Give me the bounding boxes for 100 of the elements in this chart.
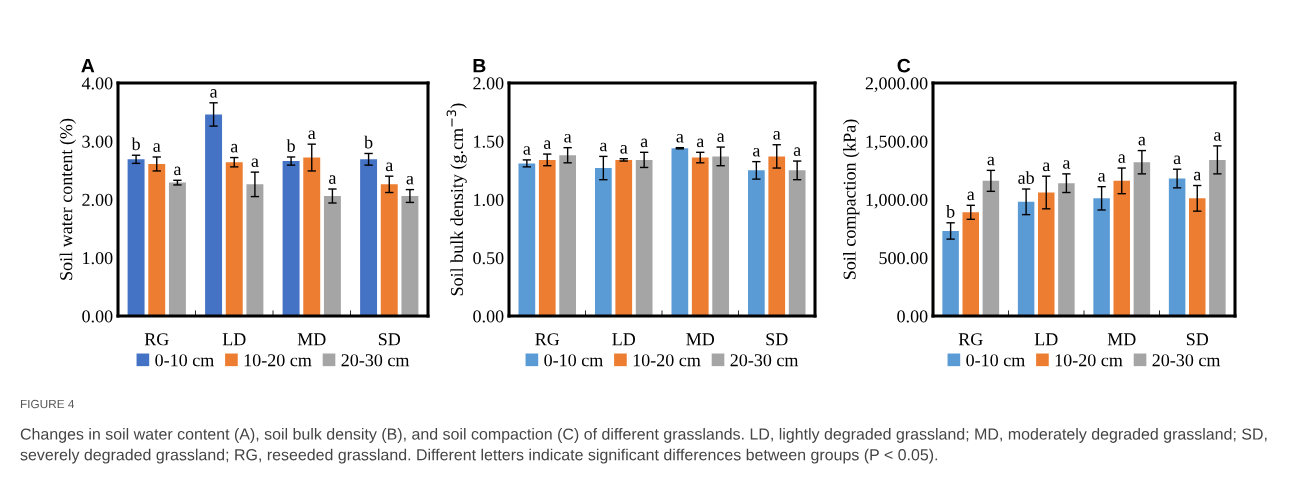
annotation: a [1214, 132, 1222, 141]
x-tick-label: LD [1034, 333, 1058, 346]
x-tick-label: LD [222, 333, 246, 346]
legend-label: 10-20 cm [244, 354, 312, 367]
y-tick-label: 1,500.00 [866, 135, 928, 151]
y-tick-label: 2,000.00 [865, 77, 928, 93]
annotation: a [987, 156, 995, 166]
text: Changes in soil water content (A), soil bulk density (B), and soil compaction (C) of different grasslands. LD, lightly degraded grassland; MD, moderately degraded grassland; SD, severely degraded grassland; RG, reseeded grassland. Different letters indicate significant differences between groups (P < 0.05). [20, 428, 1267, 464]
bar [127, 159, 145, 316]
x-tick-label: RG [958, 333, 983, 346]
bar [246, 184, 264, 316]
annotation: a [543, 140, 552, 150]
y-tick-label: 3.00 [82, 135, 113, 148]
annotation: a [1098, 172, 1106, 182]
bar [691, 157, 709, 316]
annotation: a [793, 147, 801, 156]
bar [1038, 192, 1055, 316]
legend-label: 20-30 cm [341, 354, 410, 367]
y-tick-label: 2.00 [82, 193, 113, 207]
x-tick-label: SD [378, 333, 401, 346]
bar [635, 159, 653, 316]
annotation: a [640, 138, 648, 148]
y-axis-title: Soil compaction (kPa) [843, 119, 860, 280]
bar [148, 163, 166, 316]
bar [205, 114, 223, 316]
annotation: a [329, 175, 337, 184]
bar [768, 156, 786, 316]
bar [518, 163, 536, 316]
bar [559, 155, 577, 316]
legend-label: 10-20 cm [1055, 354, 1123, 367]
x-tick-label: RG [144, 333, 169, 346]
annotation: a [523, 146, 531, 155]
bar [1093, 198, 1110, 316]
bar [942, 230, 959, 316]
y-tick-label: 0.00 [897, 310, 928, 323]
y-tick-label: 500.00 [879, 252, 928, 265]
bar [323, 196, 341, 316]
annotation: b [286, 139, 295, 152]
y-tick-label: 0.00 [82, 310, 113, 323]
y-axis-title: Soil bulk density (g.cm$^{−3}$) [446, 103, 467, 296]
bar [1017, 201, 1035, 316]
annotation: a [153, 143, 161, 152]
annotation: a [752, 147, 761, 157]
annotation: a [1173, 155, 1181, 165]
annotation: a [1138, 136, 1146, 146]
legend-label: 20-30 cm [1152, 354, 1221, 367]
chart-title: B [473, 58, 486, 73]
bar [1113, 180, 1130, 316]
legend-label: 0-10 cm [155, 354, 214, 367]
y-tick-label: 1.00 [83, 252, 113, 265]
legend-label: 0-10 cm [966, 354, 1025, 367]
annotation: a [1063, 160, 1071, 169]
bar [982, 180, 1000, 316]
y-tick-label: 0.00 [473, 310, 504, 323]
annotation: a [717, 133, 725, 143]
annotation: a [967, 191, 975, 201]
x-tick-label: SD [766, 333, 788, 346]
annotation: ab [1018, 171, 1034, 184]
bar [747, 170, 765, 316]
bar [615, 159, 633, 316]
bar [594, 168, 612, 316]
annotation: a [620, 145, 628, 154]
bar [538, 159, 556, 316]
annotation: a [385, 162, 394, 172]
annotation: a [174, 166, 182, 176]
chart-title: A [81, 58, 95, 73]
bar [1209, 159, 1226, 316]
legend-label: 10-20 cm [633, 354, 701, 367]
annotation: a [210, 89, 218, 98]
y-axis-title: Soil water content (%) [59, 118, 76, 280]
annotation: a [599, 142, 608, 152]
legend-label: 20-30 cm [730, 354, 799, 367]
bar [282, 161, 300, 316]
annotation: a [308, 130, 316, 140]
bar [401, 196, 419, 316]
x-tick-label: MD [1107, 333, 1136, 346]
y-tick-label: 1.50 [474, 135, 504, 148]
y-tick-label: 0.50 [473, 252, 504, 265]
bar [303, 157, 321, 316]
annotation: a [1118, 154, 1126, 163]
annotation: b [364, 135, 373, 149]
annotation: a [406, 175, 414, 185]
annotation: b [131, 137, 140, 151]
bar [380, 184, 398, 316]
y-tick-label: 1,000.00 [866, 193, 928, 209]
y-tick-label: 2.00 [473, 77, 504, 90]
bar [712, 156, 730, 316]
bar [1168, 178, 1186, 316]
x-tick-label: RG [535, 333, 560, 346]
annotation: a [773, 131, 781, 140]
bar [1058, 183, 1075, 316]
legend-label: 0-10 cm [544, 354, 603, 367]
y-tick-label: 4.00 [81, 77, 113, 90]
chart-title: C [897, 58, 911, 73]
annotation: a [676, 133, 684, 143]
caption: FIGURE 4 [20, 399, 75, 409]
bar [1189, 198, 1206, 316]
bar [962, 212, 979, 316]
bar [360, 159, 378, 316]
annotation: b [946, 205, 955, 218]
